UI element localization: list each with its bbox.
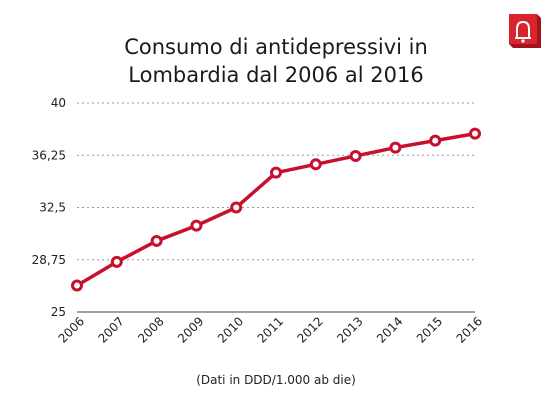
grid — [77, 102, 475, 313]
data-point — [190, 219, 203, 232]
data-point — [150, 234, 163, 247]
x-tick-label: 2009 — [175, 314, 206, 345]
data-point — [110, 255, 123, 268]
bell-icon — [509, 14, 541, 48]
x-tick-label: 2011 — [255, 314, 286, 345]
x-tick-label: 2008 — [135, 314, 166, 345]
x-tick-label: 2014 — [374, 314, 405, 345]
y-tick-label: 28,75 — [32, 253, 66, 267]
data-point — [309, 158, 322, 171]
x-axis: 2006 2007 2008 2009 2010 2011 2012 2013 2014 2015… — [56, 314, 485, 345]
data-point — [469, 127, 481, 140]
x-tick-label: 2015 — [414, 314, 445, 345]
x-tick-label: 2010 — [215, 314, 246, 345]
series — [71, 127, 481, 292]
data-point — [270, 166, 282, 179]
x-tick-label: 2012 — [294, 314, 325, 345]
chart-title: Consumo di antidepressivi in Lombardia d… — [124, 35, 428, 87]
y-tick-label: 32,5 — [39, 201, 66, 215]
series-line — [76, 131, 476, 288]
y-tick-label: 25 — [51, 305, 66, 319]
x-tick-label: 2007 — [95, 314, 126, 345]
y-axis: 25 28,75 32,5 36,25 40 — [32, 96, 66, 319]
data-point — [349, 149, 362, 162]
y-tick-label: 36,25 — [32, 148, 66, 162]
y-tick-label: 40 — [51, 96, 66, 110]
data-point — [429, 134, 442, 147]
x-tick-label: 2013 — [334, 314, 365, 345]
data-point — [389, 141, 402, 154]
x-tick-label: 2016 — [454, 314, 485, 345]
data-point — [71, 279, 83, 292]
data-note: (Dati in DDD/1.000 ab die) — [196, 373, 356, 387]
data-point — [230, 201, 243, 214]
